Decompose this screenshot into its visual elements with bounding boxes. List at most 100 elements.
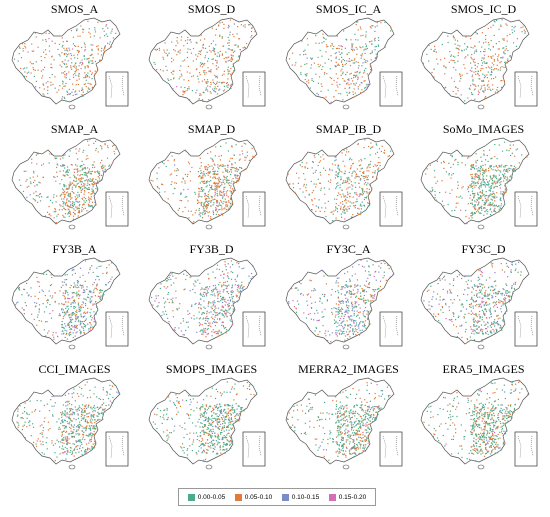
station-point [365,34,367,36]
station-point [212,88,214,90]
station-point [42,303,44,305]
station-point [47,196,49,198]
station-point [487,211,489,213]
station-point [469,197,471,199]
station-point [85,200,88,202]
station-point [227,209,229,211]
station-point [204,55,207,57]
station-point [373,297,375,299]
station-point [228,309,230,311]
station-point [65,192,67,194]
station-point [338,64,340,66]
station-point [366,286,369,288]
station-point [511,29,513,31]
station-point [490,185,492,187]
station-point [375,165,377,167]
station-point [207,167,209,169]
station-point [349,91,351,93]
station-point [79,148,81,150]
station-point [62,317,64,320]
station-point [520,271,522,273]
station-point [507,58,509,60]
station-point [483,184,485,186]
station-point [206,198,208,200]
station-point [216,200,218,203]
station-point [108,164,111,166]
station-point [199,74,201,76]
station-point [293,306,295,308]
station-point [350,167,352,169]
station-point [507,50,509,52]
station-point [90,205,92,207]
station-point [84,187,86,189]
station-point [82,284,84,286]
station-point [312,161,314,163]
station-point [495,76,497,78]
station-point [340,196,343,198]
station-point [64,311,66,313]
station-point [318,182,321,184]
station-point [221,21,223,23]
station-point [224,300,226,302]
station-point [506,176,508,178]
station-point [81,197,83,199]
station-point [474,68,477,70]
station-point [70,204,72,206]
station-point [483,312,485,314]
station-point [77,337,79,339]
station-point [91,48,93,50]
station-point [359,179,361,181]
station-point [487,27,489,30]
station-point [234,175,236,177]
station-point [349,179,351,181]
station-point [151,296,153,299]
station-point [212,58,214,60]
china-map [285,257,403,350]
station-point [522,26,524,28]
station-point [504,185,506,187]
station-point [22,48,24,50]
station-point [70,316,72,318]
station-point [64,164,66,166]
station-point [306,63,308,65]
station-point [346,285,348,288]
station-point [228,302,230,304]
station-point [219,35,221,37]
station-point [100,295,102,297]
station-point [222,179,224,181]
station-point [182,91,184,93]
station-point [492,192,495,194]
station-point [308,82,310,84]
station-point [485,302,487,304]
station-point [344,195,347,197]
station-point [472,329,474,331]
station-point [70,213,72,216]
station-point [44,49,47,51]
station-point [310,318,312,320]
station-point [43,88,45,90]
station-point [327,180,330,182]
station-point [241,150,243,152]
station-point [207,196,210,198]
station-point [481,160,483,162]
station-point [67,323,69,325]
station-point [457,202,459,204]
station-point [211,335,213,337]
station-point [523,25,525,27]
station-point [226,82,228,84]
station-point [373,289,375,291]
station-point [333,220,335,222]
station-point [337,285,339,287]
station-point [315,73,317,75]
station-point [113,150,115,153]
station-point [207,320,209,322]
station-point [63,208,66,210]
station-point [308,194,310,196]
station-point [497,90,499,92]
station-point [473,193,475,195]
station-point [348,182,350,185]
station-point [319,297,321,299]
station-point [226,285,229,287]
station-point [204,198,206,200]
station-point [204,322,206,324]
